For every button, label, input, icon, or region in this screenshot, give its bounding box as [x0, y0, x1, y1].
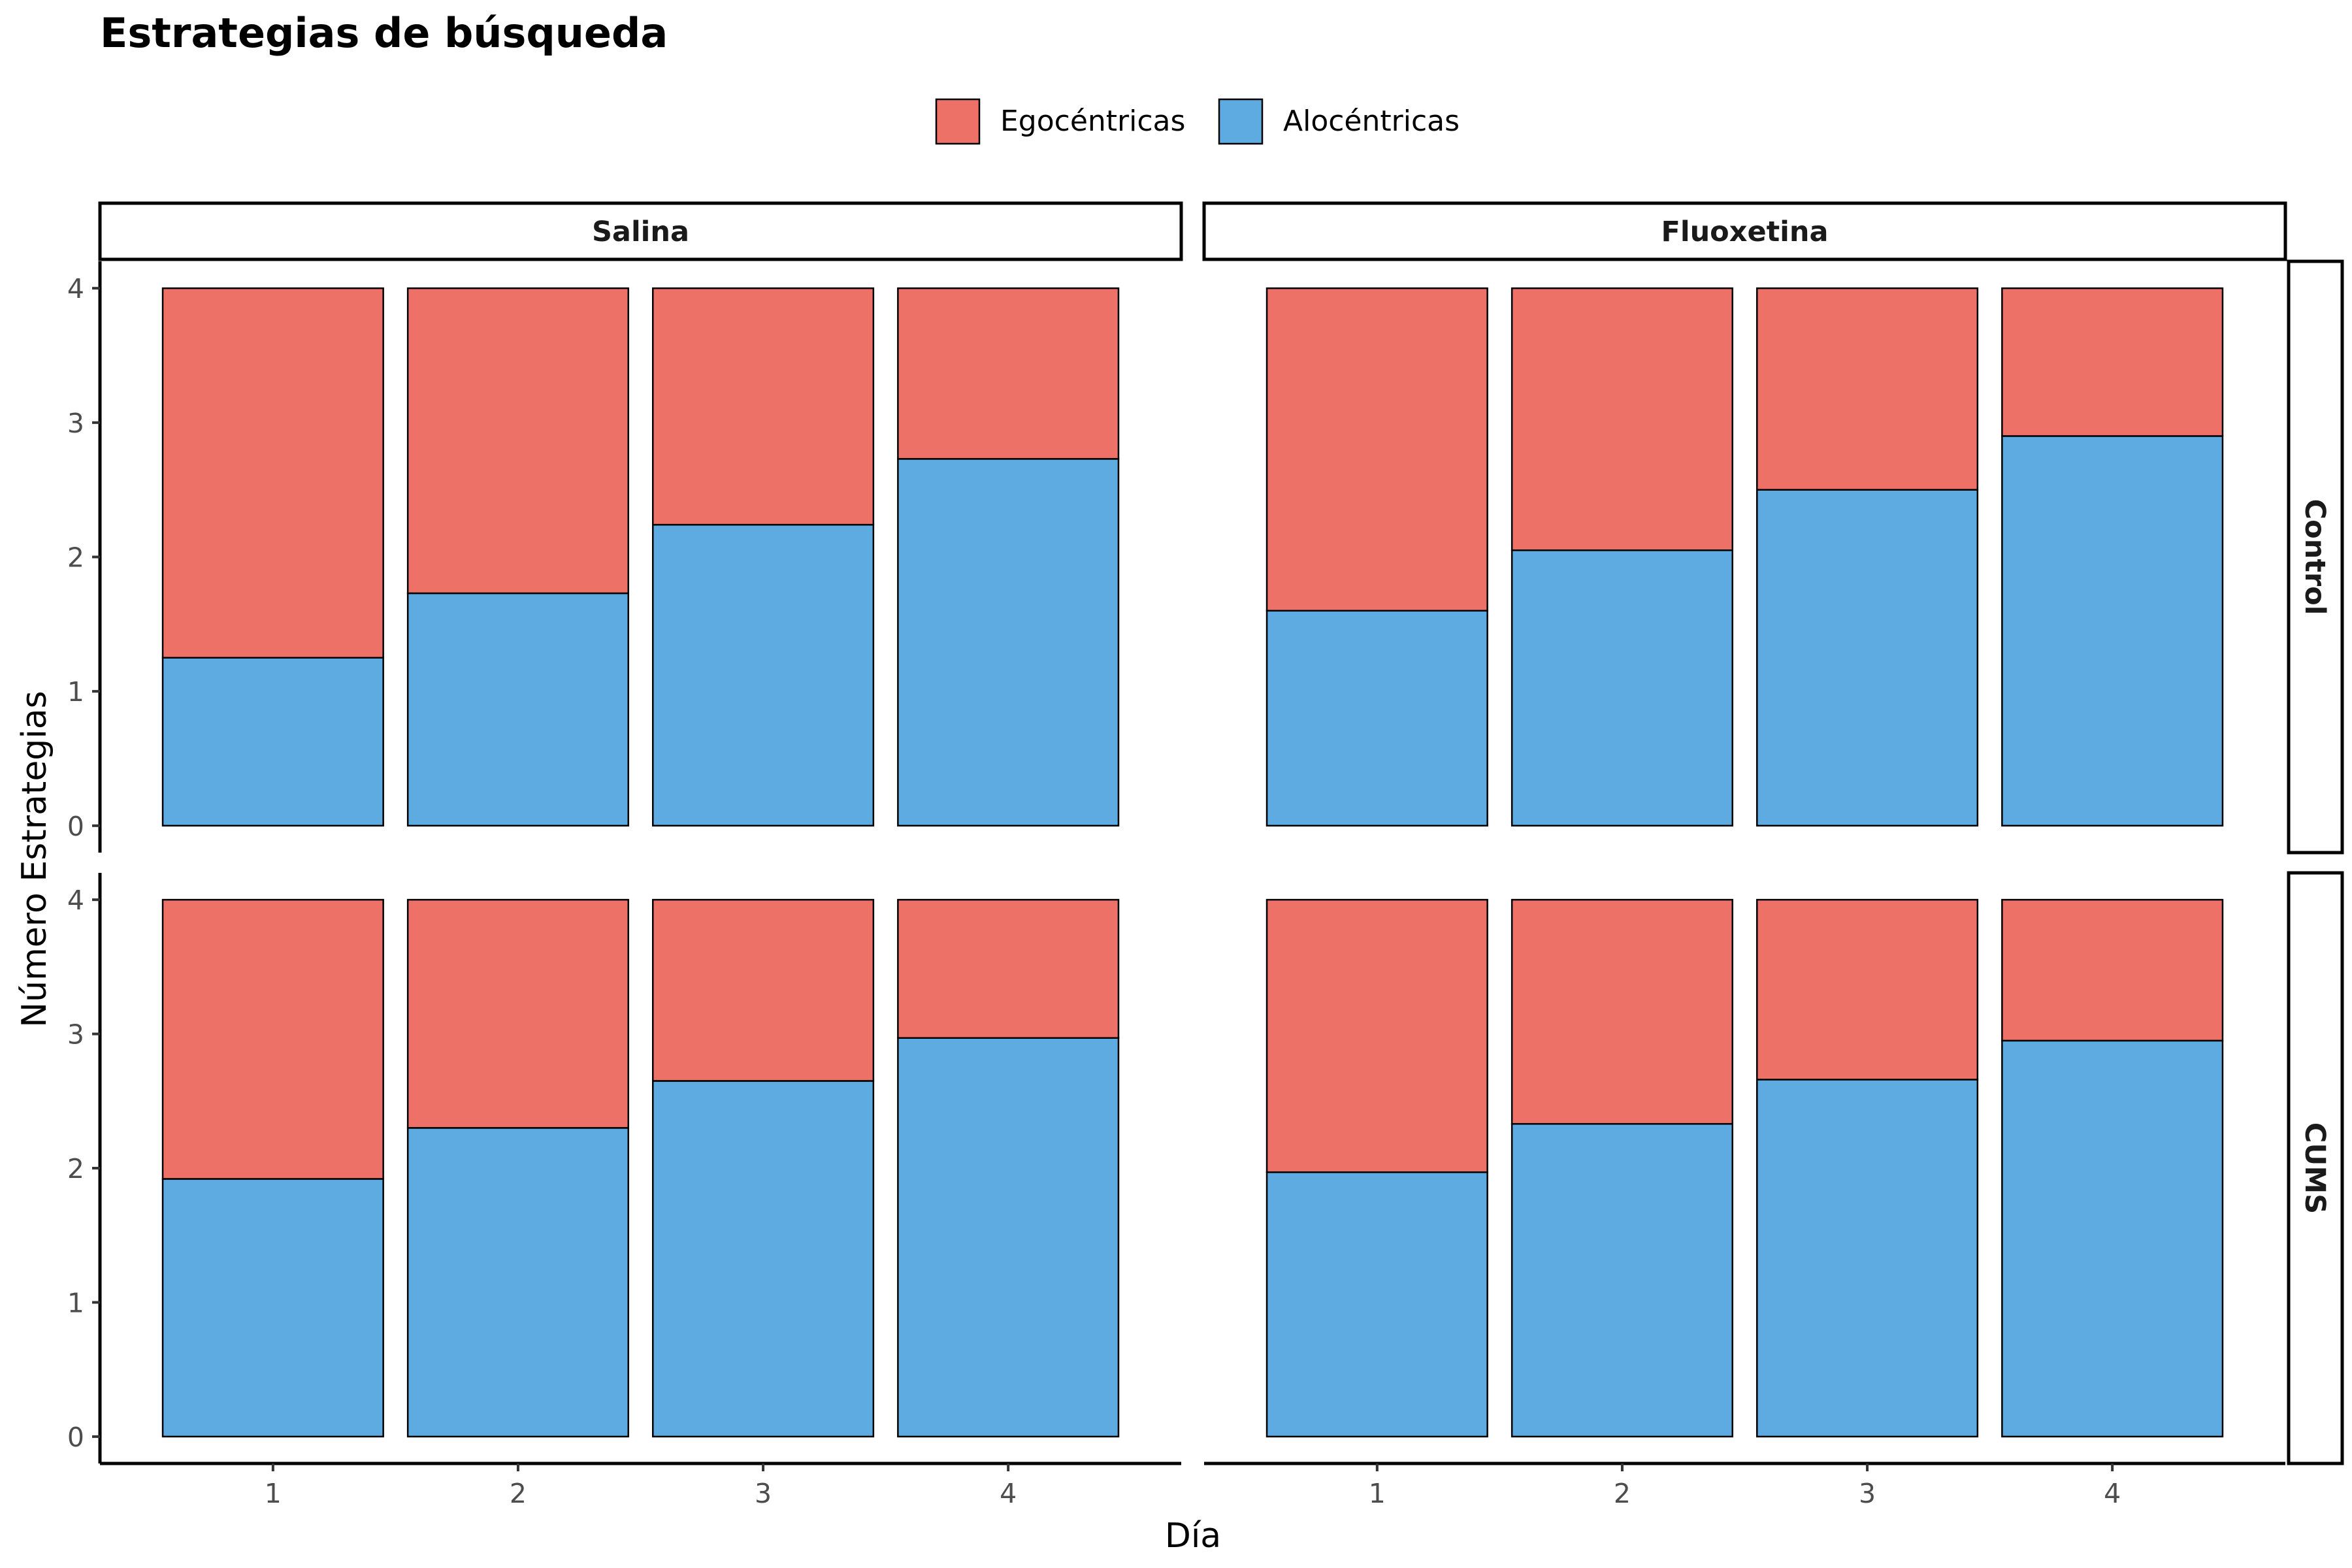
bar-egocentricas-dia-3: [1756, 287, 1979, 491]
x-tick-label: 2: [510, 1478, 527, 1509]
legend-egocentricas-label: Egocéntricas: [1000, 105, 1185, 138]
bar-alocentricas-dia-1: [161, 1178, 384, 1438]
bar-alocentricas-dia-3: [1756, 1079, 1979, 1438]
bar-egocentricas-dia-1: [1266, 898, 1488, 1173]
bar-egocentricas-dia-1: [1266, 287, 1488, 612]
facet-strips: Salina Fluoxetina Control CUMS: [98, 201, 2344, 1465]
x-tick-label: 1: [265, 1478, 282, 1509]
bar-alocentricas-dia-2: [1511, 549, 1733, 827]
legend-alocentricas-label: Alocéntricas: [1283, 105, 1460, 138]
bar-egocentricas-dia-3: [652, 898, 875, 1082]
x-tick-label: 4: [2104, 1478, 2121, 1509]
legend: Egocéntricas Alocéntricas: [935, 98, 1460, 145]
x-tick-label: 3: [755, 1478, 772, 1509]
bar-alocentricas-dia-1: [1266, 1171, 1488, 1438]
y-tick-label: 2: [67, 1153, 84, 1184]
y-axis-label: Número Estrategias: [15, 691, 54, 1027]
panel-cums-fluoxetina: [1266, 898, 2224, 1438]
axes: 0 1 2 3 4 0 1 2 3 4 1 2 3 4 1 2 3 4: [67, 261, 2285, 1509]
strip-label-cums: CUMS: [2298, 1122, 2331, 1214]
bar-egocentricas-dia-4: [897, 287, 1120, 460]
strip-fluoxetina: [1202, 201, 2287, 261]
x-tick-label: 4: [1000, 1478, 1017, 1509]
strip-cums: [2287, 871, 2344, 1465]
y-tick-label: 3: [67, 408, 84, 439]
legend-alocentricas-swatch: [1218, 98, 1264, 145]
bar-alocentricas-dia-3: [1756, 489, 1979, 827]
x-axis-label: Día: [1165, 1516, 1221, 1556]
bar-egocentricas-dia-2: [1511, 898, 1733, 1125]
strip-control: [2287, 259, 2344, 855]
bar-alocentricas-dia-4: [2001, 435, 2224, 827]
bar-alocentricas-dia-4: [897, 458, 1120, 827]
strip-label-salina: Salina: [592, 216, 689, 248]
strip-label-control: Control: [2298, 499, 2331, 615]
x-tick-label: 3: [1859, 1478, 1876, 1509]
y-tick-label: 4: [67, 273, 84, 304]
bar-egocentricas-dia-4: [2001, 898, 2224, 1042]
bar-egocentricas-dia-1: [161, 898, 384, 1180]
y-tick-label: 1: [67, 1287, 84, 1318]
y-tick-label: 2: [67, 542, 84, 574]
bar-alocentricas-dia-1: [1266, 610, 1488, 827]
bar-egocentricas-dia-4: [2001, 287, 2224, 437]
x-tick-label: 1: [1369, 1478, 1386, 1509]
bar-egocentricas-dia-2: [406, 287, 629, 595]
y-tick-label: 1: [67, 676, 84, 708]
y-tick-label: 0: [67, 1422, 84, 1453]
y-tick-label: 3: [67, 1019, 84, 1051]
panel-control-salina: [161, 287, 1120, 827]
y-tick-label: 0: [67, 811, 84, 842]
bar-egocentricas-dia-3: [652, 287, 875, 526]
facet-panels: [161, 287, 2224, 1438]
bar-alocentricas-dia-3: [652, 1080, 875, 1438]
bar-alocentricas-dia-4: [897, 1037, 1120, 1438]
chart-title: Estrategias de búsqueda: [100, 9, 668, 57]
bar-egocentricas-dia-2: [1511, 287, 1733, 551]
bar-egocentricas-dia-3: [1756, 898, 1979, 1081]
bar-alocentricas-dia-4: [2001, 1039, 2224, 1438]
bar-alocentricas-dia-2: [406, 592, 629, 827]
panel-control-fluoxetina: [1266, 287, 2224, 827]
bar-egocentricas-dia-1: [161, 287, 384, 659]
legend-egocentricas-swatch: [935, 98, 981, 145]
y-tick-label: 4: [67, 885, 84, 916]
bar-alocentricas-dia-2: [406, 1127, 629, 1438]
x-tick-label: 2: [1614, 1478, 1631, 1509]
bar-alocentricas-dia-2: [1511, 1122, 1733, 1438]
bar-egocentricas-dia-2: [406, 898, 629, 1129]
bar-egocentricas-dia-4: [897, 898, 1120, 1039]
panel-cums-salina: [161, 898, 1120, 1438]
bar-alocentricas-dia-3: [652, 523, 875, 827]
strip-salina: [98, 201, 1183, 261]
strip-label-fluoxetina: Fluoxetina: [1661, 216, 1828, 248]
bar-alocentricas-dia-1: [161, 657, 384, 827]
